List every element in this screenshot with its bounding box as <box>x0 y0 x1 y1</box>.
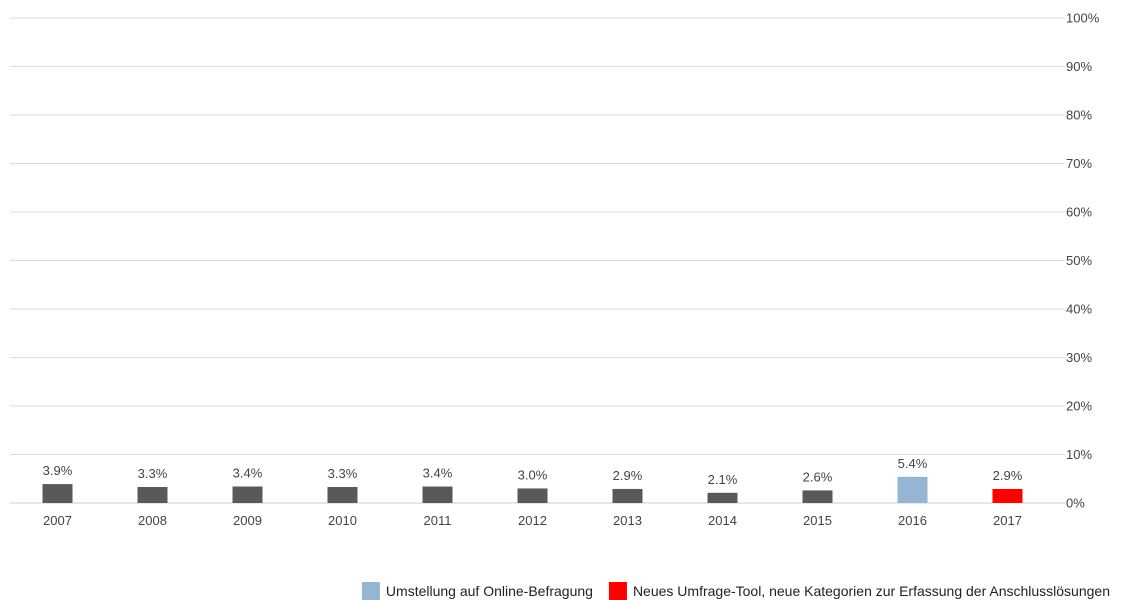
legend-swatch <box>361 582 380 600</box>
x-tick-label: 2008 <box>138 513 167 528</box>
legend: Umstellung auf Online-Befragung Neues Umf… <box>361 582 1110 600</box>
x-tick-label: 2015 <box>803 513 832 528</box>
y-tick-label: 70% <box>1066 156 1092 171</box>
x-tick-label: 2017 <box>993 513 1022 528</box>
data-label: 3.3% <box>138 466 168 481</box>
data-label: 3.9% <box>43 463 73 478</box>
bar-2012 <box>517 488 548 503</box>
legend-label: Umstellung auf Online-Befragung <box>386 583 593 599</box>
x-tick-label: 2009 <box>233 513 262 528</box>
data-label: 3.0% <box>518 467 548 482</box>
data-label: 3.4% <box>423 466 453 481</box>
bar-2011 <box>422 486 453 503</box>
y-tick-label: 30% <box>1066 350 1092 365</box>
y-tick-label: 0% <box>1066 496 1085 511</box>
data-label: 3.3% <box>328 466 358 481</box>
bar-2013 <box>612 488 643 503</box>
bar-2015 <box>802 490 833 503</box>
legend-swatch <box>608 582 627 600</box>
bar-2010 <box>327 486 358 503</box>
x-tick-label: 2016 <box>898 513 927 528</box>
y-tick-label: 10% <box>1066 447 1092 462</box>
data-label: 2.9% <box>613 468 643 483</box>
bar-2007 <box>42 484 73 503</box>
x-tick-label: 2013 <box>613 513 642 528</box>
x-tick-label: 2014 <box>708 513 737 528</box>
data-label: 5.4% <box>898 456 928 471</box>
data-labels: 3.9% 3.3% 3.4% 3.3% 3.4% 3.0% 2.9% 2.1% 2.6% 5.4%… <box>43 456 1023 487</box>
gridlines <box>10 17 1065 504</box>
data-label: 3.4% <box>233 466 263 481</box>
y-tick-label: 100% <box>1066 11 1100 26</box>
legend-item: Neues Umfrage-Tool, neue Kategorien zur … <box>608 582 1110 600</box>
y-tick-label: 20% <box>1066 399 1092 414</box>
bar-2014 <box>707 492 738 503</box>
data-label: 2.1% <box>708 472 738 487</box>
bar-2008 <box>137 486 168 503</box>
bar-2009 <box>232 486 263 503</box>
data-label: 2.6% <box>803 469 833 484</box>
x-axis-ticks: 2007 2008 2009 2010 2011 2012 2013 2014 2015 2016… <box>43 513 1022 528</box>
y-tick-label: 90% <box>1066 59 1092 74</box>
legend-label: Neues Umfrage-Tool, neue Kategorien zur … <box>633 583 1110 599</box>
x-tick-label: 2012 <box>518 513 547 528</box>
x-tick-label: 2011 <box>424 513 452 528</box>
y-tick-label: 50% <box>1066 253 1092 268</box>
bar-2016 <box>897 476 928 503</box>
data-label: 2.9% <box>993 468 1023 483</box>
y-axis-ticks: 0% 10% 20% 30% 40% 50% 60% 70% 80% 90% 100% <box>1066 11 1100 511</box>
x-tick-label: 2007 <box>43 513 72 528</box>
y-tick-label: 80% <box>1066 108 1092 123</box>
bar-2017 <box>992 488 1023 503</box>
y-tick-label: 40% <box>1066 302 1092 317</box>
legend-item: Umstellung auf Online-Befragung <box>361 582 593 600</box>
bars <box>42 476 1023 503</box>
x-tick-label: 2010 <box>328 513 357 528</box>
y-tick-label: 60% <box>1066 205 1092 220</box>
